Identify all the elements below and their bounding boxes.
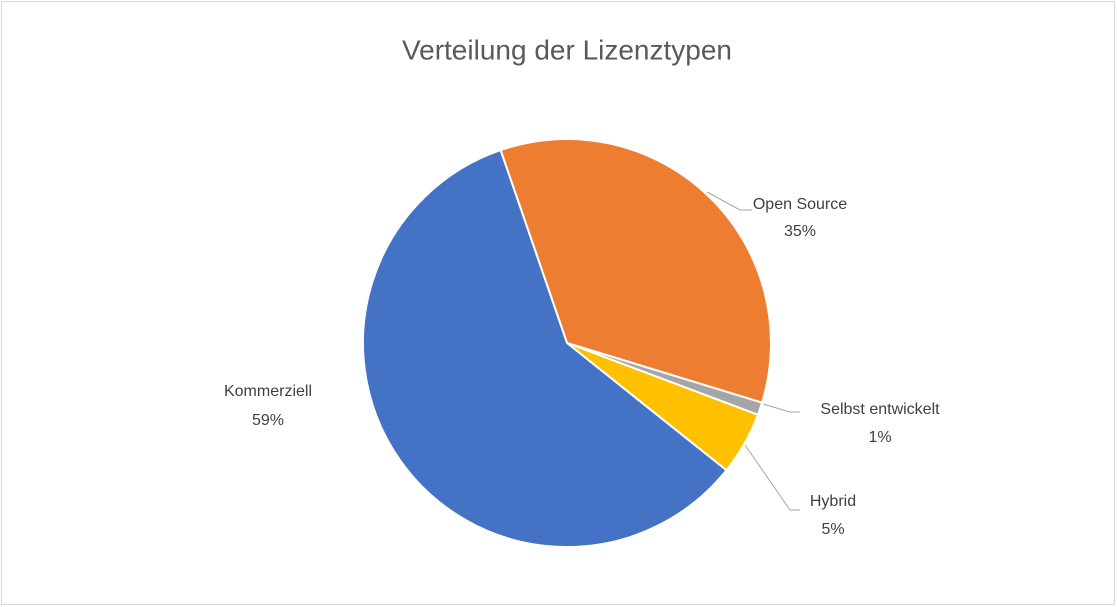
leader-line (706, 191, 752, 211)
data-label-value: 1% (868, 429, 891, 446)
chart-title: Verteilung der Lizenztypen (402, 34, 732, 65)
data-label-value: 59% (252, 412, 284, 429)
leader-line (744, 444, 800, 511)
data-label-name: Open Source (753, 196, 847, 213)
leader-line (762, 403, 800, 413)
data-label-value: 35% (784, 223, 816, 240)
data-label-value: 5% (821, 521, 844, 538)
data-label-name: Selbst entwickelt (820, 401, 940, 418)
pie-slice (499, 138, 772, 404)
data-label-name: Kommerziell (224, 383, 312, 400)
pie-slice (362, 148, 728, 548)
data-label-name: Hybrid (810, 493, 856, 510)
